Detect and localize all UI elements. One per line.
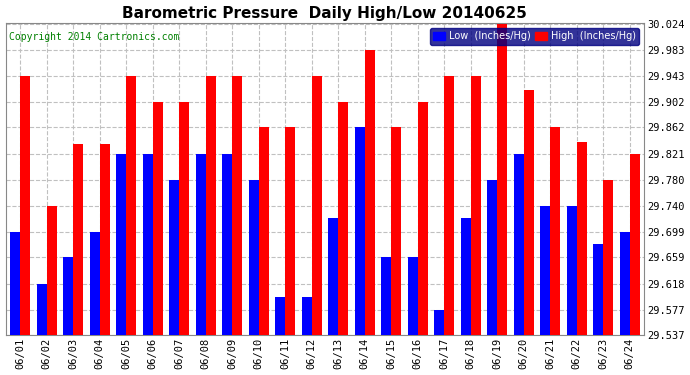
Bar: [232, 76, 242, 335]
Bar: [206, 76, 216, 335]
Bar: [629, 154, 640, 335]
Bar: [90, 232, 99, 335]
Bar: [169, 180, 179, 335]
Bar: [524, 90, 533, 335]
Bar: [593, 244, 603, 335]
Bar: [285, 128, 295, 335]
Bar: [37, 284, 47, 335]
Bar: [540, 206, 550, 335]
Bar: [338, 102, 348, 335]
Bar: [143, 154, 152, 335]
Bar: [222, 154, 232, 335]
Bar: [73, 144, 83, 335]
Legend: Low  (Inches/Hg), High  (Inches/Hg): Low (Inches/Hg), High (Inches/Hg): [430, 28, 640, 45]
Bar: [381, 257, 391, 335]
Bar: [116, 154, 126, 335]
Bar: [364, 50, 375, 335]
Bar: [487, 180, 497, 335]
Bar: [99, 144, 110, 335]
Bar: [471, 76, 481, 335]
Bar: [550, 128, 560, 335]
Bar: [355, 128, 364, 335]
Text: Copyright 2014 Cartronics.com: Copyright 2014 Cartronics.com: [9, 33, 179, 42]
Bar: [620, 232, 629, 335]
Bar: [497, 24, 507, 335]
Bar: [460, 218, 471, 335]
Bar: [444, 76, 454, 335]
Bar: [328, 218, 338, 335]
Bar: [577, 141, 586, 335]
Bar: [179, 102, 189, 335]
Bar: [302, 297, 312, 335]
Title: Barometric Pressure  Daily High/Low 20140625: Barometric Pressure Daily High/Low 20140…: [122, 6, 527, 21]
Bar: [417, 102, 428, 335]
Bar: [312, 76, 322, 335]
Bar: [259, 128, 268, 335]
Bar: [408, 257, 417, 335]
Bar: [10, 232, 20, 335]
Bar: [152, 102, 163, 335]
Bar: [434, 310, 444, 335]
Bar: [603, 180, 613, 335]
Bar: [248, 180, 259, 335]
Bar: [513, 154, 524, 335]
Bar: [566, 206, 577, 335]
Bar: [275, 297, 285, 335]
Bar: [195, 154, 206, 335]
Bar: [63, 257, 73, 335]
Bar: [391, 128, 401, 335]
Bar: [47, 206, 57, 335]
Bar: [126, 76, 136, 335]
Bar: [20, 76, 30, 335]
